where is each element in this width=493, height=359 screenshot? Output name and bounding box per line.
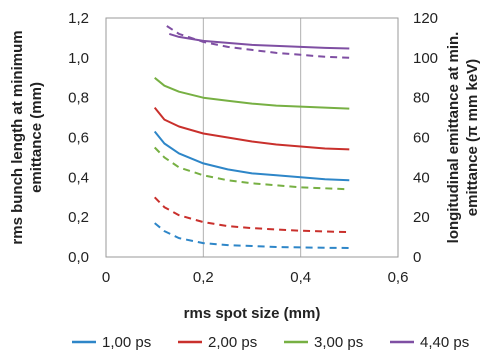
y-right-title-line-1: longitudinal emittance at min. [445, 32, 462, 244]
series-line-solid [154, 77, 350, 110]
y-left-tick-label: 0,2 [68, 209, 89, 226]
x-tick-label: 0,6 [388, 269, 409, 286]
y-left-axis-title: rms bunch length at minimum emittance (m… [9, 30, 45, 244]
legend-label: 1,00 ps [102, 334, 151, 351]
y-left-tick-label: 0,6 [68, 130, 89, 147]
y-right-axis-title: longitudinal emittance at min. emittance… [445, 32, 481, 244]
y-right-tick-label: 60 [413, 130, 430, 147]
series-line-dashed [154, 222, 350, 249]
series-line-solid [153, 130, 350, 182]
legend-item: 1,00 ps [72, 334, 151, 351]
y-left-tick-label: 0,0 [68, 249, 89, 266]
grid-layer [202, 18, 302, 257]
y-right-title-line-2: emittance (π mm keV) [464, 59, 481, 216]
y-right-tick-label: 80 [413, 90, 430, 107]
y-right-tick-label: 120 [413, 10, 438, 27]
y-right-tick-label: 100 [413, 50, 438, 67]
y-left-tick-label: 1,2 [68, 10, 89, 27]
legend-item: 4,40 ps [390, 334, 469, 351]
legend-label: 3,00 ps [314, 334, 363, 351]
y-right-tick-label: 40 [413, 169, 430, 186]
legend-label: 2,00 ps [208, 334, 257, 351]
x-tick-label: 0,4 [290, 269, 311, 286]
x-axis-title: rms spot size (mm) [184, 305, 321, 322]
y-right-tick-label: 0 [413, 249, 421, 266]
y-left-title-line-1: rms bunch length at minimum [9, 30, 26, 244]
legend-item: 3,00 ps [284, 334, 363, 351]
legend: 1,00 ps 2,00 ps 3,00 ps 4,40 ps [72, 334, 469, 351]
y-left-tick-label: 1,0 [68, 50, 89, 67]
series-line-dashed [166, 25, 350, 59]
y-left-tick-label: 0,4 [68, 169, 89, 186]
y-left-tick-label: 0,8 [68, 90, 89, 107]
y-left-title-line-2: emittance (mm) [28, 82, 45, 193]
y-right-tick-label: 20 [413, 209, 430, 226]
series-layer [153, 25, 350, 249]
tick-layer: 0 0,2 0,4 0,6 0,0 0,2 0,4 0,6 0,8 1,0 1,2 0 20 40 60 80… [68, 10, 438, 286]
legend-item: 2,00 ps [178, 334, 257, 351]
x-tick-label: 0 [102, 269, 110, 286]
legend-label: 4,40 ps [420, 334, 469, 351]
x-tick-label: 0,2 [193, 269, 214, 286]
series-line-solid [169, 32, 350, 50]
series-line-dashed [153, 196, 350, 234]
series-line-solid [153, 106, 350, 151]
plot-frame [105, 17, 399, 258]
series-line-dashed [153, 146, 350, 191]
